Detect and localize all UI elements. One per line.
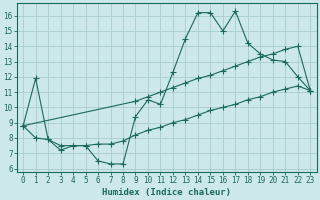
X-axis label: Humidex (Indice chaleur): Humidex (Indice chaleur) xyxy=(102,188,231,197)
